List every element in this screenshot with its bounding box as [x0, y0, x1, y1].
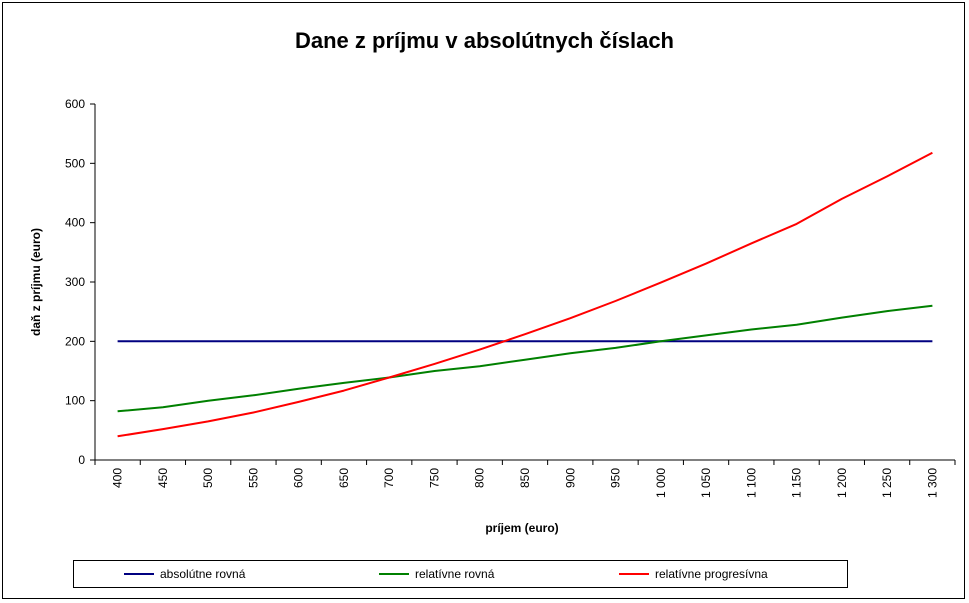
x-tick-label: 1 250: [880, 468, 894, 498]
y-tick-label: 300: [65, 275, 85, 289]
legend-swatch: [124, 573, 154, 575]
x-tick-label: 1 000: [654, 468, 668, 498]
x-tick-label: 600: [292, 468, 306, 488]
x-tick-label: 750: [427, 468, 441, 488]
y-tick-label: 100: [65, 394, 85, 408]
x-tick-label: 650: [337, 468, 351, 488]
x-tick-label: 450: [156, 468, 170, 488]
y-tick-label: 200: [65, 334, 85, 348]
x-tick-label: 900: [563, 468, 577, 488]
series-line-3: [117, 151, 933, 438]
legend-label: absolútne rovná: [160, 567, 246, 581]
x-tick-label: 850: [518, 468, 532, 488]
x-tick-label: 700: [382, 468, 396, 488]
legend-label: relatívne rovná: [415, 567, 495, 581]
x-tick-label: 1 300: [925, 468, 939, 498]
x-axis-label: príjem (euro): [485, 521, 558, 535]
y-tick-label: 400: [65, 216, 85, 230]
x-tick-label: 800: [473, 468, 487, 488]
y-tick-label: 0: [78, 453, 85, 467]
legend-swatch: [379, 573, 409, 575]
y-tick-label: 500: [65, 156, 85, 170]
x-tick-label: 1 200: [835, 468, 849, 498]
x-tick-label: 950: [609, 468, 623, 488]
x-tick-label: 500: [201, 468, 215, 488]
legend-item-1: absolútne rovná: [124, 561, 245, 587]
y-tick-label: 600: [65, 97, 85, 111]
x-tick-label: 550: [246, 468, 260, 488]
legend: absolútne rovná relatívne rovná relatívne …: [73, 560, 848, 588]
x-tick-label: 400: [111, 468, 125, 488]
legend-label: relatívne progresívna: [655, 567, 768, 581]
x-tick-label: 1 050: [699, 468, 713, 498]
x-tick-label: 1 150: [790, 468, 804, 498]
chart-title: Dane z príjmu v absolútnych číslach: [295, 28, 674, 53]
x-tick-label: 1 100: [744, 468, 758, 498]
legend-swatch: [619, 573, 649, 575]
y-axis-label: daň z príjmu (euro): [29, 228, 43, 336]
series-line-2: [117, 304, 933, 413]
legend-item-2: relatívne rovná: [379, 561, 494, 587]
legend-item-3: relatívne progresívna: [619, 561, 768, 587]
